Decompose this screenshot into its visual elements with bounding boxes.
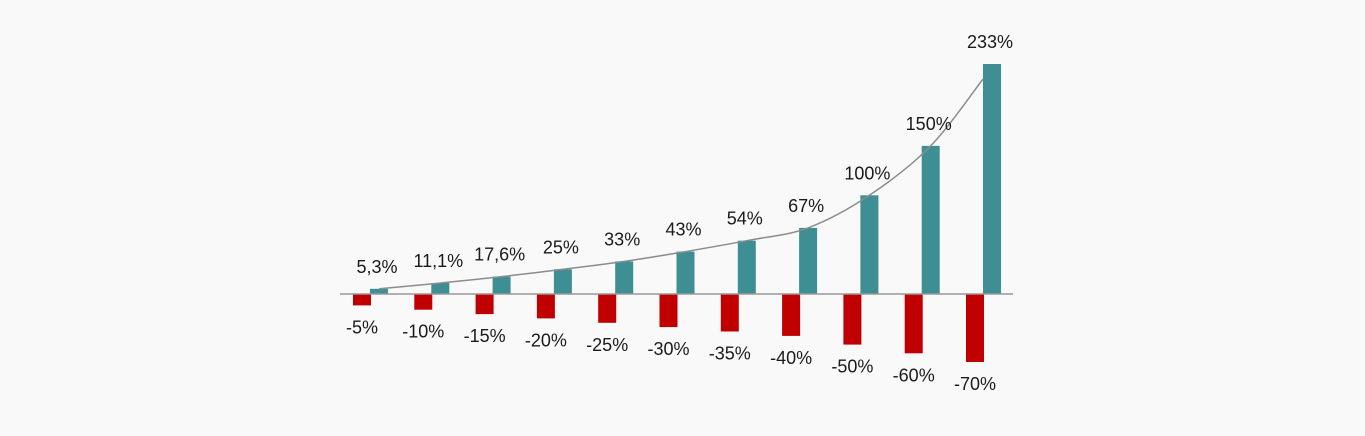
trend-line <box>378 78 984 290</box>
loss-bar <box>353 294 371 306</box>
gain-bar <box>737 240 756 294</box>
gain-data-label: 43% <box>665 220 701 240</box>
gain-data-label: 17,6% <box>474 245 525 265</box>
loss-data-label: -50% <box>831 357 873 377</box>
gain-bar <box>921 145 940 294</box>
loss-data-label: -60% <box>893 365 935 385</box>
gain-data-label: 67% <box>788 196 824 216</box>
gain-bar <box>492 276 511 294</box>
gain-data-label: 54% <box>727 209 763 229</box>
gain-bar <box>553 269 572 294</box>
loss-data-label: -15% <box>464 326 506 346</box>
loss-data-label: -35% <box>709 344 751 364</box>
loss-data-label: -30% <box>647 339 689 359</box>
loss-bar <box>904 294 923 354</box>
loss-bar <box>598 294 617 323</box>
gain-bar <box>431 283 450 294</box>
gain-bar <box>676 251 695 294</box>
gain-bar <box>983 64 1001 294</box>
gain-data-label: 150% <box>906 114 952 134</box>
loss-bar <box>536 294 555 319</box>
loss-bar <box>414 294 433 310</box>
gain-data-label: 100% <box>844 163 890 183</box>
loss-data-label: -20% <box>525 330 567 350</box>
gain-bar <box>860 195 879 294</box>
gain-bar <box>615 261 634 294</box>
loss-data-label: -25% <box>586 335 628 355</box>
gain-bar <box>370 288 388 294</box>
gain-data-label: 233% <box>967 32 1013 52</box>
gain-data-label: 33% <box>604 229 640 249</box>
gain-data-label: 5,3% <box>356 257 397 277</box>
loss-bar <box>843 294 862 345</box>
loss-bar <box>782 294 801 336</box>
loss-data-label: -40% <box>770 348 812 368</box>
loss-bar <box>475 294 494 315</box>
loss-bar <box>720 294 739 332</box>
loss-bar <box>659 294 678 328</box>
loss-data-label: -5% <box>346 317 378 337</box>
loss-data-label: -10% <box>402 322 444 342</box>
loss-data-label: -70% <box>954 374 996 394</box>
labels-layer: 5,3% -5% 11,1% -10% 17,6% -15% 25% -20% 33% -25% 4… <box>346 32 1013 394</box>
gain-data-label: 25% <box>543 237 579 257</box>
loss-bar <box>966 294 984 362</box>
gain-data-label: 11,1% <box>413 251 463 271</box>
bars-layer <box>353 64 1001 362</box>
gain-bar <box>799 227 818 294</box>
